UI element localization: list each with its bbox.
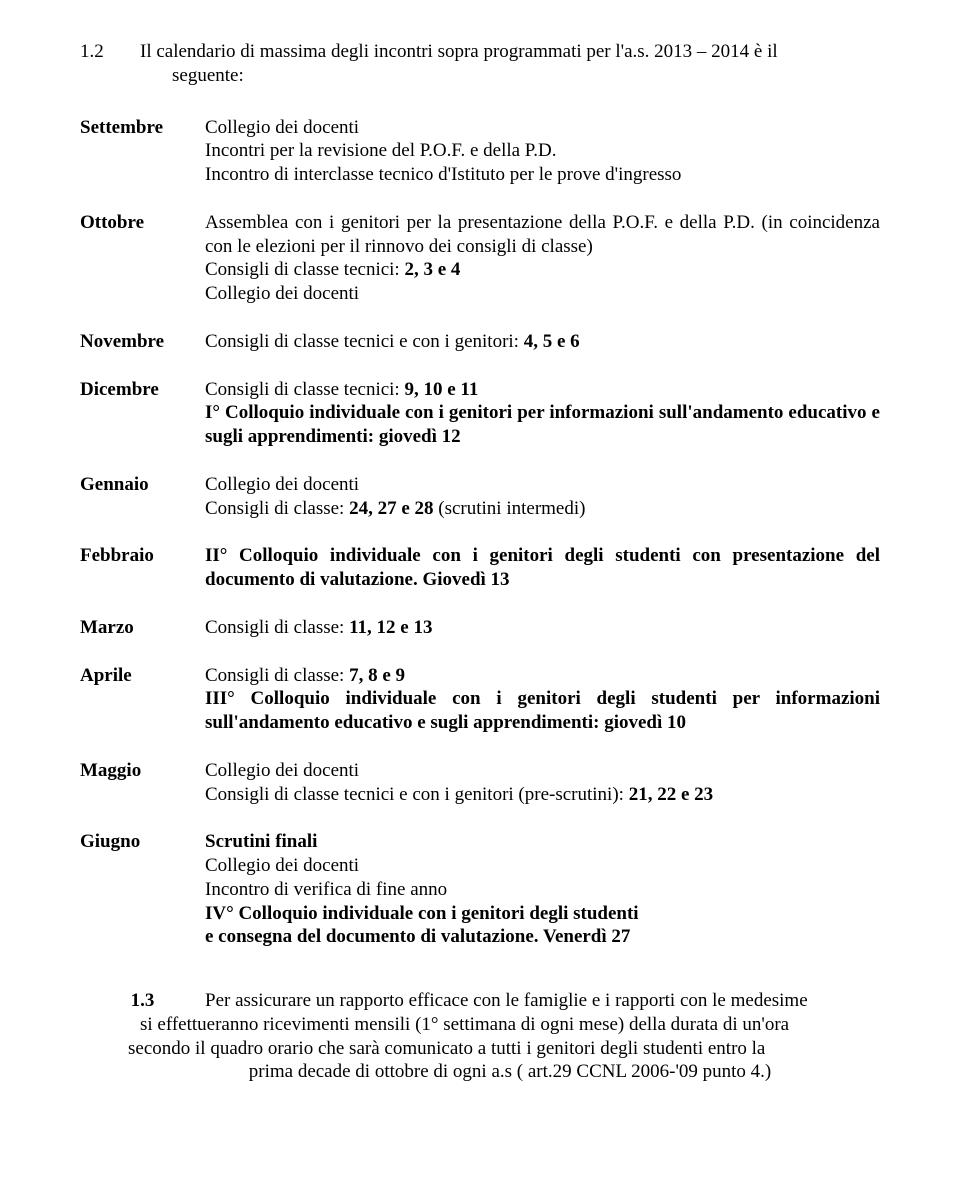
month-desc: Collegio dei docenti Consigli di classe … <box>205 759 880 807</box>
intro-line1: Il calendario di massima degli incontri … <box>140 41 778 62</box>
row-ottobre: Ottobre Assemblea con i genitori per la … <box>80 211 880 306</box>
intro-line2: seguente: <box>80 64 880 88</box>
month-desc: Consigli di classe: 7, 8 e 9 III° Colloq… <box>205 664 880 735</box>
bold-span: 7, 8 e 9 <box>349 665 405 686</box>
text-line: Assemblea con i genitori per la presenta… <box>205 211 880 259</box>
bold-span: 21, 22 e 23 <box>629 784 713 805</box>
text-line: Collegio dei docenti <box>205 854 880 878</box>
document-page: 1.2Il calendario di massima degli incont… <box>0 0 960 1204</box>
section-number: 1.2 <box>80 40 140 64</box>
footer-line4: prima decade di ottobre di ogni a.s ( ar… <box>80 1060 880 1084</box>
text-line: Consigli di classe tecnici e con i genit… <box>205 783 880 807</box>
text-line: Consigli di classe: 7, 8 e 9 <box>205 664 880 688</box>
row-maggio: Maggio Collegio dei docenti Consigli di … <box>80 759 880 807</box>
month-label: Ottobre <box>80 211 205 306</box>
bold-line: I° Colloquio individuale con i genitori … <box>205 401 880 449</box>
row-settembre: Settembre Collegio dei docenti Incontri … <box>80 116 880 187</box>
month-label: Gennaio <box>80 473 205 521</box>
month-label: Marzo <box>80 616 205 640</box>
bold-span: 4, 5 e 6 <box>524 331 580 352</box>
month-desc: Collegio dei docenti Incontri per la rev… <box>205 116 880 187</box>
text-span: Consigli di classe tecnici e con i genit… <box>205 331 524 352</box>
text-line: Consigli di classe: 11, 12 e 13 <box>205 616 880 640</box>
row-giugno: Giugno Scrutini finali Collegio dei doce… <box>80 830 880 949</box>
month-label: Dicembre <box>80 378 205 449</box>
intro-block: 1.2Il calendario di massima degli incont… <box>80 40 880 88</box>
footer-block: 1.3 Per assicurare un rapporto efficace … <box>80 989 880 1084</box>
row-gennaio: Gennaio Collegio dei docenti Consigli di… <box>80 473 880 521</box>
month-desc: Scrutini finali Collegio dei docenti Inc… <box>205 830 880 949</box>
text-line: Collegio dei docenti <box>205 759 880 783</box>
text-span: Consigli di classe tecnici e con i genit… <box>205 784 629 805</box>
text-line: Incontro di interclasse tecnico d'Istitu… <box>205 163 880 187</box>
month-desc: Consigli di classe tecnici e con i genit… <box>205 330 880 354</box>
text-line: Incontri per la revisione del P.O.F. e d… <box>205 139 880 163</box>
month-label: Aprile <box>80 664 205 735</box>
row-aprile: Aprile Consigli di classe: 7, 8 e 9 III°… <box>80 664 880 735</box>
bold-span: 24, 27 e 28 <box>349 498 433 519</box>
bold-line: e consegna del documento di valutazione.… <box>205 925 880 949</box>
row-febbraio: Febbraio II° Colloquio individuale con i… <box>80 544 880 592</box>
footer-line3: secondo il quadro orario che sarà comuni… <box>80 1037 880 1061</box>
row-novembre: Novembre Consigli di classe tecnici e co… <box>80 330 880 354</box>
row-marzo: Marzo Consigli di classe: 11, 12 e 13 <box>80 616 880 640</box>
row-dicembre: Dicembre Consigli di classe tecnici: 9, … <box>80 378 880 449</box>
footer-line1: Per assicurare un rapporto efficace con … <box>205 989 880 1013</box>
text-span: Consigli di classe tecnici: <box>205 379 404 400</box>
footer-line2: si effettueranno ricevimenti mensili (1°… <box>80 1013 880 1037</box>
text-span: Consigli di classe: <box>205 498 349 519</box>
month-desc: Collegio dei docenti Consigli di classe:… <box>205 473 880 521</box>
bold-span: 2, 3 e 4 <box>404 259 460 280</box>
month-desc: II° Colloquio individuale con i genitori… <box>205 544 880 592</box>
text-line: Consigli di classe tecnici e con i genit… <box>205 330 880 354</box>
text-line: Collegio dei docenti <box>205 116 880 140</box>
month-desc: Consigli di classe tecnici: 9, 10 e 11 I… <box>205 378 880 449</box>
text-span: Consigli di classe: <box>205 617 349 638</box>
footer-number: 1.3 <box>80 989 205 1013</box>
bold-line: III° Colloquio individuale con i genitor… <box>205 687 880 735</box>
text-span: Consigli di classe tecnici: <box>205 259 404 280</box>
text-line: Incontro di verifica di fine anno <box>205 878 880 902</box>
bold-line: II° Colloquio individuale con i genitori… <box>205 544 880 592</box>
bold-line: Scrutini finali <box>205 830 880 854</box>
text-line: Consigli di classe: 24, 27 e 28 (scrutin… <box>205 497 880 521</box>
text-line: Collegio dei docenti <box>205 282 880 306</box>
bold-span: 11, 12 e 13 <box>349 617 432 638</box>
text-line: Consigli di classe tecnici: 2, 3 e 4 <box>205 258 880 282</box>
text-line: Collegio dei docenti <box>205 473 880 497</box>
month-desc: Assemblea con i genitori per la presenta… <box>205 211 880 306</box>
text-line: Consigli di classe tecnici: 9, 10 e 11 <box>205 378 880 402</box>
text-span: Consigli di classe: <box>205 665 349 686</box>
month-label: Maggio <box>80 759 205 807</box>
bold-line: IV° Colloquio individuale con i genitori… <box>205 902 880 926</box>
text-span: (scrutini intermedi) <box>434 498 586 519</box>
schedule-block: Settembre Collegio dei docenti Incontri … <box>80 116 880 950</box>
month-label: Giugno <box>80 830 205 949</box>
month-label: Febbraio <box>80 544 205 592</box>
month-label: Settembre <box>80 116 205 187</box>
bold-span: 9, 10 e 11 <box>404 379 478 400</box>
month-label: Novembre <box>80 330 205 354</box>
footer-first-row: 1.3 Per assicurare un rapporto efficace … <box>80 989 880 1013</box>
month-desc: Consigli di classe: 11, 12 e 13 <box>205 616 880 640</box>
